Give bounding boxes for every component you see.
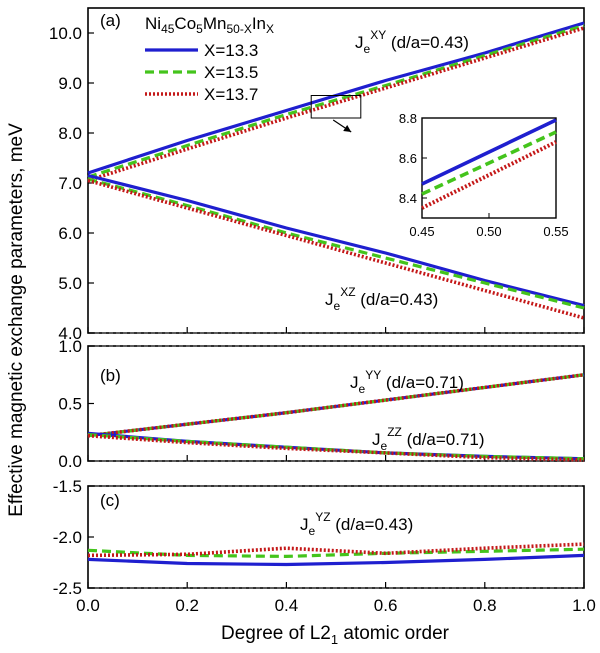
x-tick-label: 0.4 (275, 596, 299, 615)
legend-title-mn-sub: 50-X (226, 22, 251, 36)
y-tick-label: 8.0 (58, 124, 82, 143)
y-tick-label: 7.0 (58, 174, 82, 193)
x-tick-label: 0.8 (473, 596, 497, 615)
x-axis-title: Degree of L21 atomic order (221, 623, 450, 647)
inset-x-tick-label: 0.50 (476, 224, 501, 239)
y-tick-label: -2.0 (53, 528, 82, 547)
legend-title-ni: Ni (145, 14, 161, 33)
y-axis-title: Effective magnetic exchange parameters, … (6, 123, 27, 517)
series-line-x133-xz (87, 173, 585, 308)
series-line-x137-zz (87, 433, 585, 462)
annotation-j-yz: JeYZ (d/a=0.43) (300, 510, 413, 538)
zoom-arrow-head (343, 125, 352, 132)
series-line-x137-yy (87, 373, 585, 438)
plot-frame (87, 485, 585, 589)
inset-series-line-x135 (421, 130, 557, 196)
series-line-x133 (87, 553, 585, 567)
panel-label: (c) (100, 491, 120, 510)
legend-title-co: Co (174, 14, 196, 33)
inset-frame (421, 117, 557, 219)
panel-c: -2.5 -2.0 -1.5 (c) JeYZ (d/a=0.43) (53, 477, 585, 598)
inset-y-tick-label: 8.8 (399, 111, 417, 126)
legend-label-x135: X=13.5 (204, 63, 258, 82)
series-line-x133-zz (87, 431, 585, 461)
panel-label: (b) (100, 366, 121, 385)
x-axis-title-main: Degree of L2 (221, 623, 331, 644)
series-line-x135-xy (87, 23, 585, 179)
inset-y-tick-label: 8.4 (399, 191, 417, 206)
y-tick-label: -2.5 (53, 579, 82, 598)
inset-x-tick-label: 0.45 (409, 224, 434, 239)
legend-title: Ni45Co5Mn50-XInX (145, 14, 274, 36)
annotation-j-xy: JeXY (d/a=0.43) (355, 28, 469, 56)
y-tick-label: -1.5 (53, 477, 82, 496)
zoom-region-box (310, 95, 362, 119)
series-line-x135 (87, 547, 585, 559)
series-line-x137 (87, 542, 585, 558)
inset-series-line-x133 (421, 118, 557, 186)
inset-y-tick-label: 8.6 (399, 151, 417, 166)
y-tick-label: 1.0 (58, 337, 82, 356)
legend-title-co-sub: 5 (196, 22, 203, 36)
legend-title-mn: Mn (203, 14, 227, 33)
inset-series-line-x137 (421, 140, 557, 210)
legend-label-x133: X=13.3 (204, 41, 258, 60)
plot-frame (87, 345, 585, 462)
x-axis-title-tail: atomic order (338, 623, 450, 644)
series-line-x135-xz (87, 177, 585, 310)
y-tick-label: 4.0 (58, 324, 82, 343)
annotation-j-zz: JeZZ (d/a=0.71) (372, 425, 485, 453)
x-axis-title-sub: 1 (331, 632, 338, 647)
panel-b: 0.0 0.5 1.0 (b) JeYY (d/a=0.71) JeZZ (d/a=0.7… (58, 337, 585, 471)
x-tick-label: 1.0 (572, 596, 596, 615)
x-tick-label: 0.2 (175, 596, 199, 615)
x-tick-label: 0.6 (374, 596, 398, 615)
y-tick-label: 0.5 (58, 395, 82, 414)
panel-label: (a) (100, 11, 121, 30)
legend-label-x137: X=13.7 (204, 85, 258, 104)
y-tick-label: 9.0 (58, 74, 82, 93)
annotation-j-xz: JeXZ (d/a=0.43) (325, 285, 438, 313)
series-line-x135-zz (87, 433, 585, 461)
legend-title-in-sub: X (266, 22, 274, 36)
inset-plot: 0.45 0.50 0.55 8.4 8.6 8.8 (399, 111, 569, 239)
y-tick-label: 6.0 (58, 224, 82, 243)
panel-a: 4.0 5.0 6.0 7.0 8.0 9.0 10.0 (a) JeXY (d/a=0.43)… (49, 7, 585, 343)
legend-title-ni-sub: 45 (161, 22, 175, 36)
series-line-x137-xz (87, 178, 585, 320)
inset-x-tick-label: 0.55 (543, 224, 568, 239)
series-line-x137-xy (87, 26, 585, 183)
legend-title-in: In (252, 14, 266, 33)
annotation-j-yy: JeYY (d/a=0.71) (350, 368, 464, 396)
legend: Ni45Co5Mn50-XInX X=13.3 X=13.5 X=13.7 (145, 14, 274, 104)
y-tick-label: 5.0 (58, 274, 82, 293)
y-tick-label: 10.0 (49, 24, 82, 43)
x-tick-label: 0.0 (76, 596, 100, 615)
y-tick-label: 0.0 (58, 452, 82, 471)
x-axis-ticks: 0.0 0.2 0.4 0.6 0.8 1.0 (76, 596, 596, 615)
